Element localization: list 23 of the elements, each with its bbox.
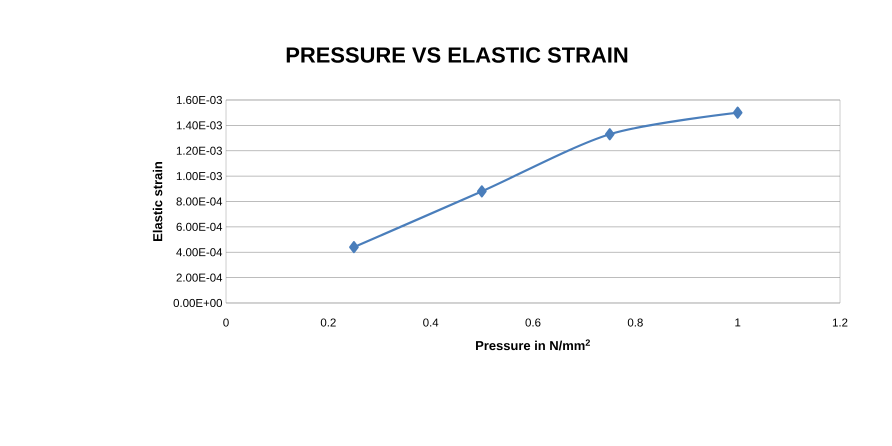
x-tick-label: 1 — [735, 318, 740, 326]
y-tick-label: 2.00E-04 — [176, 274, 222, 282]
point — [604, 128, 615, 140]
x-tick-label: 0 — [223, 318, 229, 327]
y-tick-label: 1.00E-03 — [176, 172, 222, 180]
x-tick-label: 0.6 — [526, 318, 540, 327]
x-axis-title: Pressure in N/mm$^{2}$ — [476, 339, 590, 350]
point — [732, 106, 743, 119]
y-tick-label: 1.40E-03 — [176, 121, 222, 130]
x-tick-label: 0.2 — [320, 318, 336, 327]
y-tick-label: 4.00E-04 — [176, 248, 222, 256]
point — [349, 241, 359, 254]
x-tick-label: 1.2 — [832, 318, 848, 326]
point — [477, 185, 487, 198]
y-tick-label: 6.00E-04 — [176, 222, 222, 231]
y-axis-title: Elastic strain — [152, 162, 162, 241]
y-tick-label: 8.00E-04 — [176, 197, 222, 206]
chart-title: PRESSURE VS ELASTIC STRAIN — [286, 47, 628, 63]
y-tick-label: 1.20E-03 — [176, 146, 222, 155]
y-tick-label: 0.00E+00 — [174, 298, 222, 308]
x-tick-label: 0.4 — [423, 318, 438, 327]
x-tick-label: 0.8 — [628, 318, 643, 327]
y-tick-label: 1.60E-03 — [176, 96, 222, 104]
